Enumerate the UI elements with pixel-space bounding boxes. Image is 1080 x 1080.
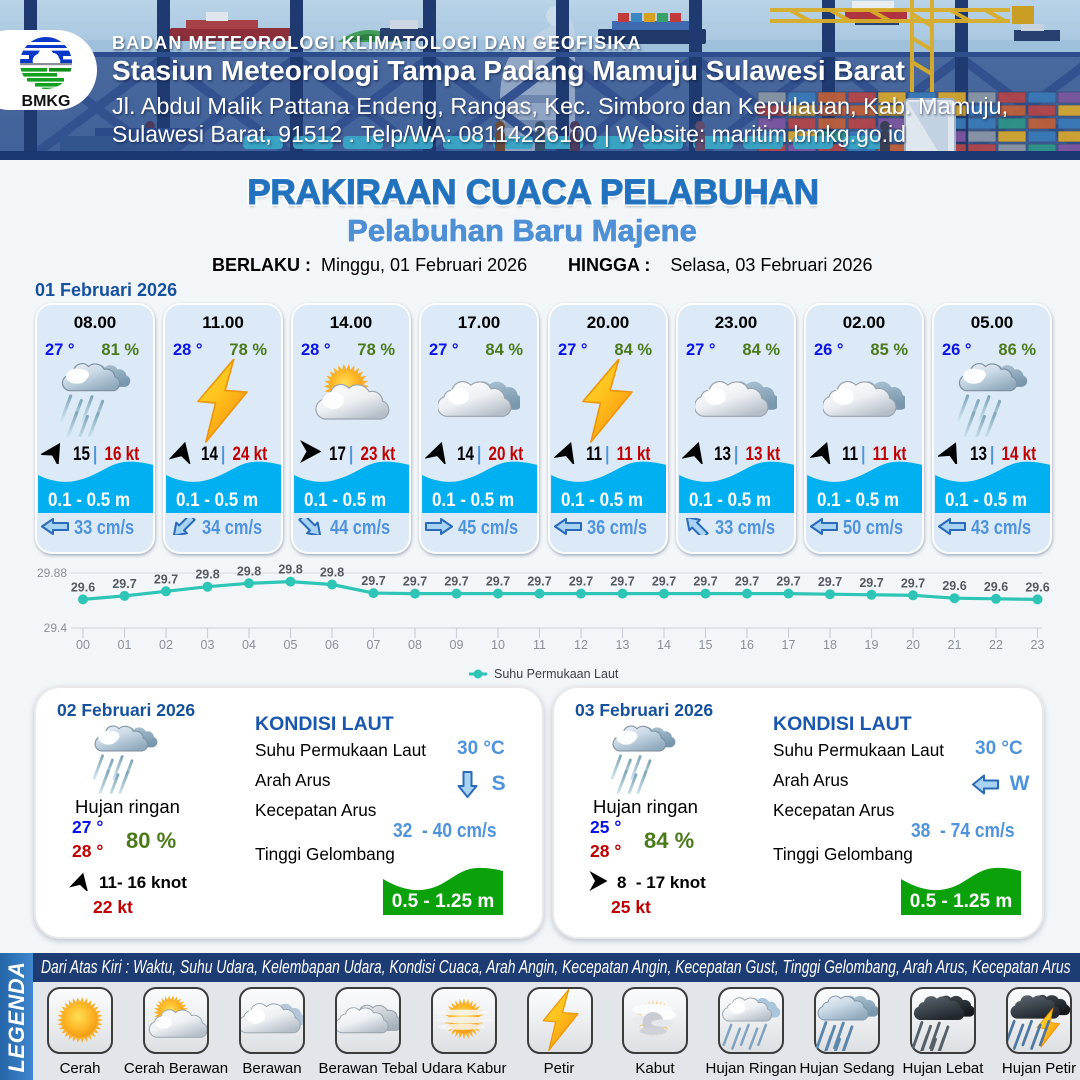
svg-text:02: 02 (159, 638, 173, 652)
svg-text:29.8: 29.8 (320, 566, 344, 580)
svg-text:03: 03 (201, 638, 215, 652)
svg-text:29.7: 29.7 (652, 575, 676, 589)
svg-text:06: 06 (325, 638, 339, 652)
svg-text:29.7: 29.7 (569, 575, 593, 589)
svg-text:08: 08 (408, 638, 422, 652)
svg-text:22: 22 (989, 638, 1003, 652)
svg-text:11: 11 (533, 638, 546, 652)
svg-text:01: 01 (118, 638, 132, 652)
svg-text:BMKG: BMKG (22, 93, 71, 110)
svg-text:29.7: 29.7 (776, 575, 800, 589)
svg-text:18: 18 (823, 638, 837, 652)
svg-text:07: 07 (367, 638, 381, 652)
svg-text:29.7: 29.7 (859, 576, 883, 590)
svg-text:29.7: 29.7 (403, 575, 427, 589)
svg-text:29.7: 29.7 (444, 575, 468, 589)
svg-text:29.7: 29.7 (112, 577, 136, 591)
svg-text:29.6: 29.6 (942, 579, 966, 593)
svg-text:29.7: 29.7 (154, 572, 178, 586)
svg-text:23: 23 (1031, 638, 1045, 652)
svg-text:00: 00 (76, 638, 90, 652)
svg-text:29.7: 29.7 (901, 576, 925, 590)
svg-text:29.8: 29.8 (278, 563, 302, 577)
svg-text:Suhu Permukaan Laut: Suhu Permukaan Laut (494, 667, 619, 681)
svg-text:29.8: 29.8 (237, 564, 261, 578)
svg-text:29.88: 29.88 (37, 566, 67, 580)
svg-text:13: 13 (616, 638, 630, 652)
svg-text:29.7: 29.7 (693, 575, 717, 589)
svg-text:21: 21 (948, 638, 962, 652)
svg-text:29.6: 29.6 (1025, 580, 1049, 594)
svg-text:04: 04 (242, 638, 256, 652)
svg-text:29.7: 29.7 (818, 575, 842, 589)
svg-text:29.4: 29.4 (44, 621, 68, 635)
svg-text:15: 15 (699, 638, 713, 652)
svg-text:19: 19 (865, 638, 879, 652)
svg-text:29.6: 29.6 (71, 580, 95, 594)
svg-text:14: 14 (657, 638, 671, 652)
svg-text:29.6: 29.6 (984, 580, 1008, 594)
svg-text:16: 16 (740, 638, 754, 652)
svg-text:17: 17 (782, 638, 796, 652)
svg-text:10: 10 (491, 638, 505, 652)
svg-text:29.7: 29.7 (610, 575, 634, 589)
svg-text:29.7: 29.7 (486, 575, 510, 589)
svg-text:29.7: 29.7 (361, 574, 385, 588)
svg-text:29.7: 29.7 (735, 575, 759, 589)
svg-text:12: 12 (574, 638, 588, 652)
svg-text:09: 09 (450, 638, 464, 652)
svg-text:20: 20 (906, 638, 920, 652)
svg-text:29.7: 29.7 (527, 575, 551, 589)
svg-text:29.8: 29.8 (195, 568, 219, 582)
svg-text:05: 05 (284, 638, 298, 652)
